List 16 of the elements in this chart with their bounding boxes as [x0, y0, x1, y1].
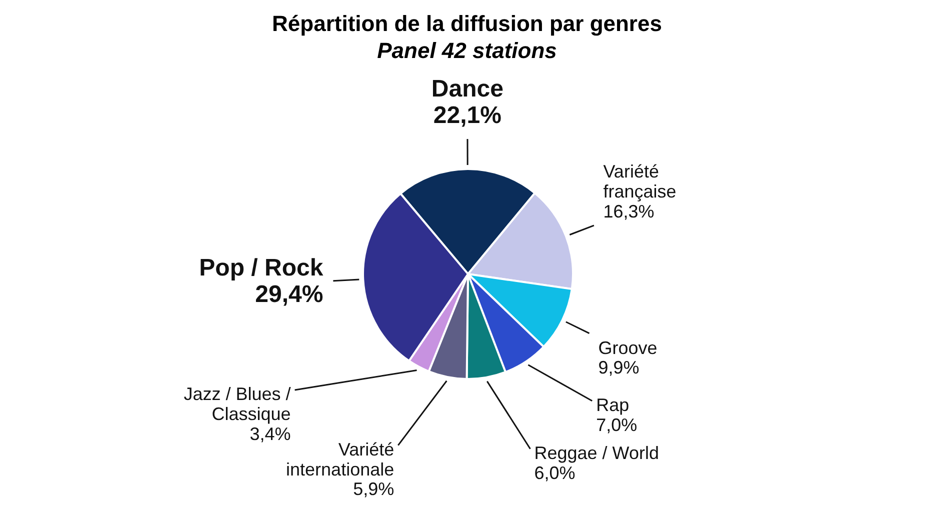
data-label: 29,4% — [255, 280, 324, 308]
slice-label: Reggae / World — [534, 443, 659, 464]
chart-subtitle: Panel 42 stations — [376, 37, 558, 64]
data-label: 6,0% — [534, 462, 576, 483]
data-label: 9,9% — [598, 358, 640, 378]
data-label: 16,3% — [603, 201, 654, 222]
slice-label: Dance — [431, 76, 504, 103]
data-label: 22,1% — [433, 102, 502, 129]
slice-label: Groove — [598, 338, 658, 358]
data-label: 7,0% — [596, 414, 638, 435]
chart-title: Répartition de la diffusion par genres — [271, 10, 663, 37]
slice-label: Pop / Rock — [199, 254, 324, 282]
slice-label: Variété française — [603, 162, 676, 202]
slice-label: Jazz / Blues / Classique — [184, 384, 291, 424]
slice-label: Rap — [596, 395, 630, 416]
data-label: 5,9% — [353, 479, 394, 500]
